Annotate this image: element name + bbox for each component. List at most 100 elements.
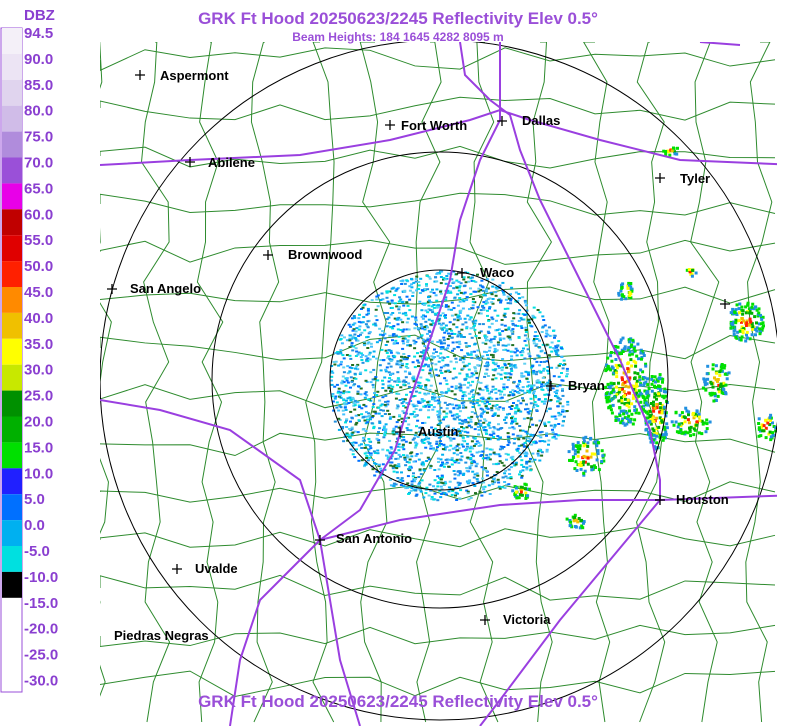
echo-pixel (473, 428, 477, 431)
echo-pixel (541, 369, 545, 372)
echo-pixel (483, 350, 486, 353)
echo-pixel (351, 364, 355, 366)
echo-pixel (490, 434, 494, 437)
echo-pixel (351, 335, 355, 338)
storm-pixel (637, 394, 641, 398)
echo-pixel (496, 314, 500, 317)
storm-pixel (740, 305, 744, 309)
echo-pixel (348, 436, 352, 439)
echo-pixel (508, 338, 512, 341)
storm-pixel (673, 150, 676, 154)
echo-pixel (464, 378, 467, 381)
storm-pixel (584, 435, 588, 439)
echo-pixel (533, 394, 537, 397)
echo-pixel (397, 393, 401, 395)
echo-pixel (418, 430, 421, 433)
storm-pixel (609, 391, 613, 395)
echo-pixel (426, 326, 429, 329)
echo-pixel (476, 273, 479, 276)
echo-pixel (520, 375, 524, 378)
echo-pixel (378, 427, 382, 430)
echo-pixel (504, 452, 508, 455)
echo-pixel (488, 346, 492, 349)
echo-pixel (430, 498, 434, 501)
echo-pixel (380, 292, 384, 295)
color-swatch (2, 546, 22, 572)
storm-pixel (727, 371, 731, 375)
echo-pixel (472, 350, 476, 353)
echo-pixel (473, 343, 477, 346)
echo-pixel (464, 321, 468, 324)
echo-pixel (540, 349, 544, 352)
echo-pixel (545, 432, 549, 435)
echo-pixel (538, 346, 542, 349)
echo-pixel (357, 335, 361, 337)
echo-pixel (467, 353, 471, 356)
storm-pixel (705, 372, 709, 376)
echo-pixel (502, 349, 506, 351)
echo-pixel (472, 476, 476, 479)
echo-pixel (488, 339, 492, 342)
echo-pixel (431, 311, 435, 314)
echo-pixel (419, 490, 423, 493)
echo-pixel (415, 487, 419, 490)
echo-pixel (359, 443, 363, 446)
echo-pixel (418, 391, 422, 394)
storm-pixel (573, 449, 577, 453)
echo-pixel (436, 485, 440, 488)
echo-pixel (366, 307, 370, 310)
echo-pixel (397, 419, 401, 422)
echo-pixel (426, 300, 430, 303)
echo-pixel (541, 376, 545, 379)
echo-pixel (390, 447, 394, 450)
echo-pixel (406, 482, 410, 485)
legend-label: 94.5 (24, 25, 53, 42)
storm-pixel (747, 323, 751, 326)
storm-pixel (593, 440, 597, 444)
map (100, 42, 777, 726)
echo-pixel (497, 453, 501, 456)
echo-pixel (474, 281, 478, 283)
echo-pixel (477, 404, 481, 407)
echo-pixel (430, 309, 434, 312)
echo-pixel (533, 458, 537, 461)
storm-pixel (757, 434, 761, 438)
echo-pixel (459, 389, 463, 392)
storm-pixel (748, 311, 752, 315)
echo-pixel (458, 422, 462, 425)
echo-pixel (372, 425, 376, 428)
echo-pixel (508, 473, 512, 475)
echo-pixel (414, 341, 418, 343)
echo-pixel (454, 491, 458, 494)
echo-pixel (429, 447, 433, 450)
echo-pixel (556, 354, 560, 357)
county-line (525, 42, 553, 723)
echo-pixel (504, 348, 508, 351)
storm-pixel (625, 411, 629, 415)
echo-pixel (426, 332, 429, 335)
echo-pixel (532, 384, 536, 387)
echo-pixel (404, 381, 408, 383)
storm-pixel (745, 330, 749, 334)
echo-pixel (433, 396, 437, 399)
echo-pixel (370, 299, 374, 302)
storm-pixel (729, 326, 733, 330)
echo-pixel (340, 360, 343, 363)
storm-pixel (768, 416, 772, 420)
legend-label: 5.0 (24, 491, 45, 508)
echo-pixel (335, 401, 339, 404)
echo-pixel (562, 364, 565, 367)
echo-pixel (422, 405, 426, 408)
storm-pixel (578, 444, 582, 448)
echo-pixel (531, 365, 535, 368)
storm-pixel (629, 417, 633, 421)
echo-pixel (534, 331, 538, 333)
echo-pixel (485, 474, 489, 477)
storm-pixel (627, 405, 631, 409)
echo-pixel (413, 395, 417, 397)
echo-pixel (450, 385, 454, 388)
echo-pixel (355, 350, 359, 353)
echo-pixel (481, 477, 485, 480)
echo-pixel (384, 394, 388, 397)
echo-pixel (427, 392, 430, 395)
